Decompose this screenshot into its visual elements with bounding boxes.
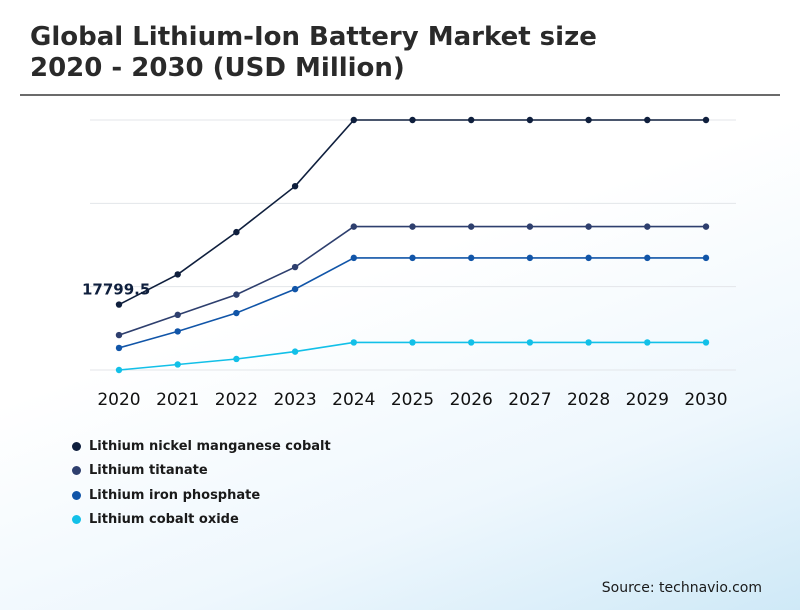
x-tick-label-2020: 2020 [97, 390, 140, 410]
data-point-0-2028 [585, 116, 592, 124]
data-point-0-2026 [468, 116, 475, 124]
data-point-3-2023 [291, 348, 299, 355]
legend-swatch-0 [72, 441, 81, 451]
series-line-2 [118, 257, 706, 349]
legend-label-2: Lithium iron phosphate [89, 487, 261, 503]
data-point-3-2030 [702, 339, 710, 346]
legend-swatch-3 [72, 515, 81, 525]
data-point-0-2027 [526, 116, 534, 124]
data-point-3-2025 [409, 339, 416, 346]
data-point-2-2026 [468, 254, 475, 262]
x-tick-label-2029: 2029 [626, 390, 669, 410]
data-point-2-2030 [702, 254, 710, 262]
data-label-0: 17799.5 [82, 281, 150, 299]
data-point-2-2028 [585, 254, 592, 262]
x-tick-label-2024: 2024 [332, 390, 375, 410]
series-line-3 [118, 341, 706, 371]
data-point-3-2020 [115, 366, 123, 374]
legend-item-2: Lithium iron phosphate [72, 483, 331, 508]
legend-swatch-1 [72, 466, 81, 476]
data-point-1-2030 [702, 223, 710, 230]
chart-data-points [115, 116, 710, 374]
data-point-2-2020 [115, 344, 123, 352]
data-point-1-2026 [468, 223, 475, 230]
chart-series-lines [118, 119, 706, 371]
data-point-2-2021 [174, 328, 181, 335]
x-tick-label-2023: 2023 [273, 390, 316, 410]
chart-gridlines [90, 119, 736, 371]
data-point-2-2023 [291, 285, 299, 293]
x-tick-label-2025: 2025 [391, 390, 434, 410]
data-point-1-2024 [350, 223, 357, 230]
data-point-0-2023 [291, 182, 299, 190]
source-credit: Source: technavio.com [601, 580, 762, 596]
x-tick-label-2021: 2021 [156, 390, 199, 410]
data-point-2-2024 [350, 254, 357, 262]
data-point-0-2029 [644, 116, 651, 124]
data-point-3-2022 [233, 355, 240, 363]
data-point-1-2023 [291, 263, 299, 271]
chart-title: Global Lithium-Ion Battery Market size 2… [30, 22, 597, 84]
line-chart: 2020 2021 2022 2023 2024 2025 2026 2027 2028 2029… [82, 116, 736, 410]
chart-legend: Lithium nickel manganese cobalt Lithium t… [72, 434, 331, 532]
data-point-1-2027 [526, 223, 534, 230]
data-point-3-2026 [468, 339, 475, 346]
data-point-2-2025 [409, 254, 416, 262]
data-point-0-2030 [702, 116, 710, 124]
chart-annotations: 17799.5 [82, 281, 150, 299]
legend-label-0: Lithium nickel manganese cobalt [89, 438, 331, 454]
series-line-1 [118, 225, 706, 336]
x-tick-label-2030: 2030 [684, 390, 727, 410]
x-tick-label-2026: 2026 [450, 390, 493, 410]
data-point-2-2027 [526, 254, 534, 262]
title-divider [20, 94, 780, 96]
chart-title-line-1: Global Lithium-Ion Battery Market size [30, 22, 597, 52]
x-tick-label-2027: 2027 [508, 390, 551, 410]
series-line-0 [118, 119, 706, 306]
legend-item-1: Lithium titanate [72, 459, 331, 484]
data-point-3-2024 [350, 339, 357, 346]
data-point-0-2021 [174, 271, 181, 278]
data-point-1-2021 [174, 311, 181, 319]
data-point-2-2022 [233, 309, 240, 317]
x-tick-label-2028: 2028 [567, 390, 610, 410]
data-point-0-2022 [233, 228, 240, 236]
x-tick-label-2022: 2022 [215, 390, 258, 410]
data-point-1-2020 [115, 331, 123, 339]
data-point-0-2020 [115, 301, 123, 308]
data-point-3-2029 [644, 339, 651, 346]
chart-title-line-2: 2020 - 2030 (USD Million) [30, 53, 405, 83]
legend-item-0: Lithium nickel manganese cobalt [72, 434, 331, 459]
legend-label-3: Lithium cobalt oxide [89, 512, 239, 528]
data-point-3-2028 [585, 339, 592, 346]
data-point-1-2028 [585, 223, 592, 230]
legend-label-1: Lithium titanate [89, 463, 208, 479]
data-point-2-2029 [644, 254, 651, 262]
data-point-1-2025 [409, 223, 416, 230]
legend-swatch-2 [72, 490, 81, 500]
legend-item-3: Lithium cobalt oxide [72, 508, 331, 533]
data-point-3-2021 [174, 361, 181, 368]
data-point-1-2029 [644, 223, 651, 230]
data-point-1-2022 [233, 291, 240, 298]
data-point-0-2025 [409, 116, 416, 124]
data-point-3-2027 [526, 339, 534, 346]
chart-x-axis-tick-labels: 2020 2021 2022 2023 2024 2025 2026 2027 2028 2029… [97, 390, 727, 410]
data-point-0-2024 [350, 116, 357, 124]
